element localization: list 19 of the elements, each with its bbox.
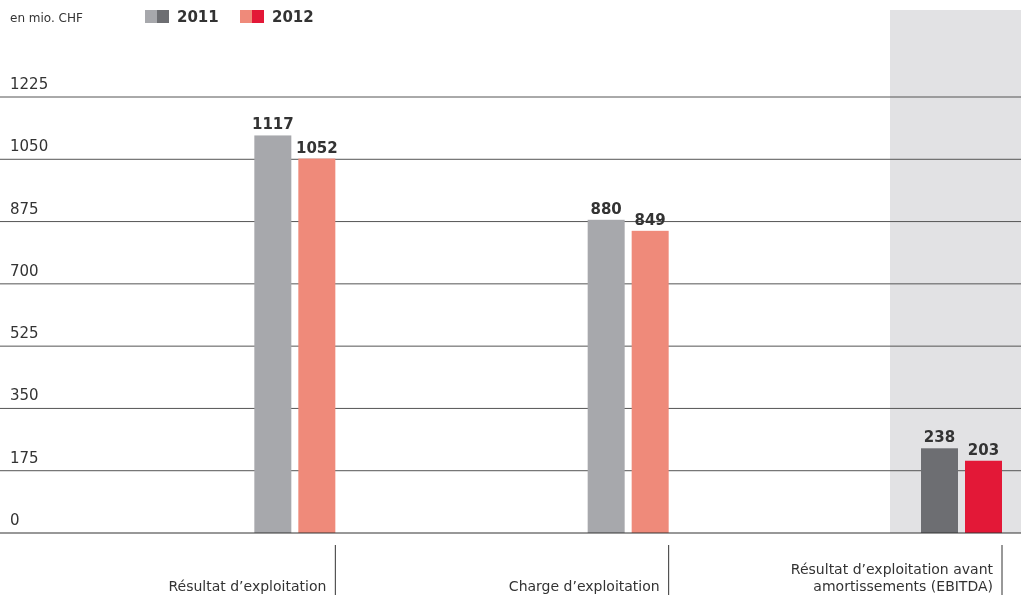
legend-label: 2012	[272, 8, 314, 26]
y-tick-label: 175	[10, 448, 39, 467]
y-tick-label: 875	[10, 199, 39, 218]
data-label: 238	[923, 428, 956, 447]
data-label: 880	[590, 199, 622, 218]
y-tick-label: 1225	[10, 75, 49, 93]
y-tick-label: 0	[10, 511, 20, 529]
data-label: 1117	[251, 115, 294, 134]
x-tick-label: Charge d’exploitation	[508, 578, 660, 594]
data-label: 203	[967, 440, 1000, 459]
legend-label: 2011	[177, 8, 219, 26]
x-tick-label: Résultat d’exploitation avant amortissements (EBITDA)	[790, 561, 994, 594]
y-tick-label: 1050	[10, 137, 49, 156]
y-axis-title: en mio. CHF	[10, 11, 83, 25]
y-tick-label: 350	[10, 386, 39, 405]
x-tick-label: Résultat d’exploitation	[168, 578, 327, 594]
y-tick-label: 700	[10, 261, 39, 280]
data-label: 1052	[295, 138, 338, 157]
y-tick-label: 525	[10, 324, 39, 343]
